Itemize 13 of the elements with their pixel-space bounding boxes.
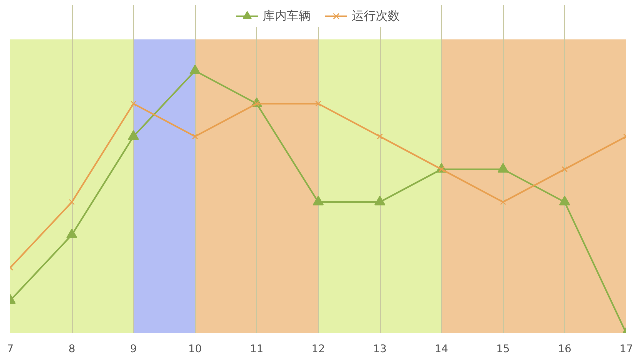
x-tick-label: 16 bbox=[558, 342, 572, 356]
x-tick-label: 15 bbox=[496, 342, 510, 356]
x-tick-label: 14 bbox=[434, 342, 449, 356]
x-tick-label: 11 bbox=[250, 342, 264, 356]
x-tick-label: 7 bbox=[7, 342, 14, 356]
x-tick-label: 8 bbox=[68, 342, 76, 356]
x-tick-label: 9 bbox=[130, 342, 138, 356]
x-tick-label: 13 bbox=[373, 342, 387, 356]
x-tick-label: 12 bbox=[312, 342, 326, 356]
x-tick-label: 17 bbox=[620, 342, 634, 356]
legend-label: 运行次数 bbox=[352, 8, 400, 24]
x-tick-label: 10 bbox=[188, 342, 202, 356]
legend-label: 库内车辆 bbox=[263, 8, 311, 24]
